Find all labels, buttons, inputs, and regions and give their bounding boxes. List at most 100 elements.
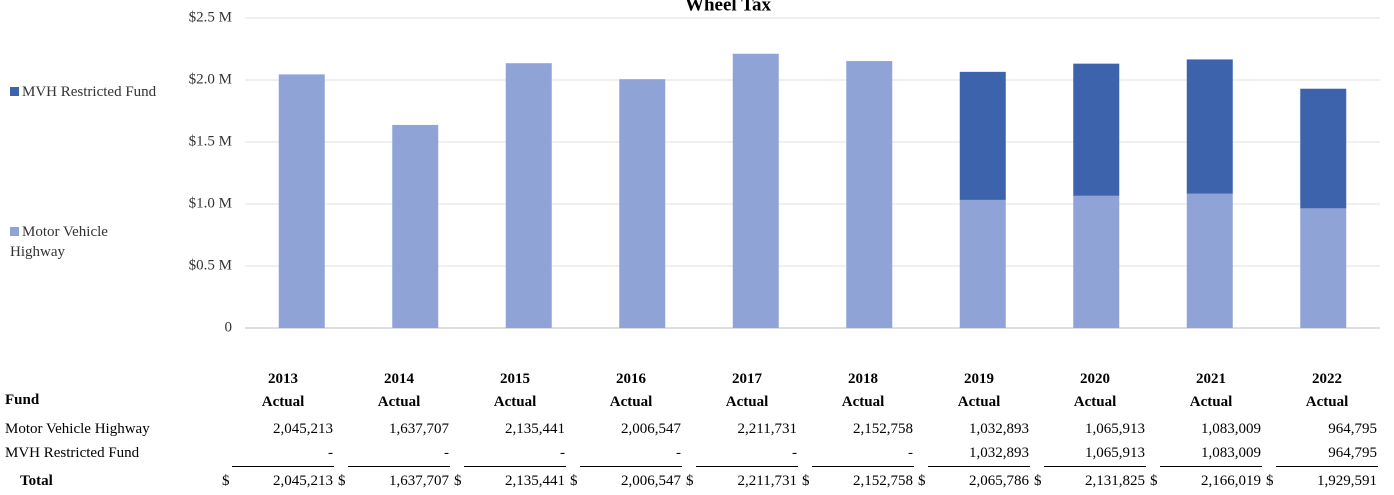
total-cell: 2,006,547 (621, 473, 681, 489)
column-year: 2018 (848, 371, 878, 387)
table-cell: 2,006,547 (621, 421, 681, 437)
column-year: 2014 (384, 371, 414, 387)
chart-title: Wheel Tax (685, 0, 772, 15)
total-cell: 2,135,441 (505, 473, 565, 489)
table-cell: 1,032,893 (969, 421, 1029, 437)
bar-segment (1186, 59, 1233, 194)
y-tick-label: $1.0 M (189, 195, 232, 211)
column-period: Actual (1189, 394, 1233, 410)
table-cell: 2,135,441 (505, 421, 565, 437)
legend-item: Motor Vehicle Highway (10, 222, 160, 262)
y-tick-label: 0 (225, 319, 233, 335)
legend-label: Motor Vehicle Highway (10, 224, 108, 260)
cell-underline (1276, 466, 1378, 467)
bar-segment (1073, 195, 1120, 328)
currency-symbol: $ (1266, 473, 1274, 489)
table-cell: 964,795 (1328, 421, 1377, 437)
table-cell: - (328, 445, 333, 461)
cell-underline (812, 466, 914, 467)
bar-segment (959, 199, 1006, 328)
y-tick-label: $2.5 M (189, 9, 232, 25)
legend-swatch (10, 227, 19, 236)
column-period: Actual (609, 394, 653, 410)
bar-segment (1300, 208, 1347, 328)
currency-symbol: $ (570, 473, 578, 489)
table-cell: 1,083,009 (1201, 445, 1261, 461)
bar-segment (505, 63, 552, 328)
column-year: 2013 (268, 371, 298, 387)
currency-symbol: $ (918, 473, 926, 489)
currency-symbol: $ (1034, 473, 1042, 489)
currency-symbol: $ (222, 473, 230, 489)
table-cell: 1,637,707 (389, 421, 449, 437)
column-year: 2022 (1312, 371, 1342, 387)
bar-segment (1300, 88, 1347, 209)
total-cell: 2,045,213 (273, 473, 333, 489)
column-period: Actual (725, 394, 769, 410)
table-cell: 1,065,913 (1085, 445, 1145, 461)
column-period: Actual (1305, 394, 1349, 410)
total-cell: 1,637,707 (389, 473, 449, 489)
table-cell: 2,211,731 (737, 421, 797, 437)
y-tick-label: $0.5 M (189, 257, 232, 273)
column-period: Actual (841, 394, 885, 410)
table-cell: - (908, 445, 913, 461)
cell-underline (928, 466, 1030, 467)
cell-underline (696, 466, 798, 467)
total-cell: 2,166,019 (1201, 473, 1261, 489)
cell-underline (580, 466, 682, 467)
legend-swatch (10, 87, 19, 96)
bar-segment (959, 71, 1006, 200)
column-period: Actual (377, 394, 421, 410)
cell-underline (232, 466, 334, 467)
table-cell: 1,065,913 (1085, 421, 1145, 437)
total-cell: 2,152,758 (853, 473, 913, 489)
cell-underline (1160, 466, 1262, 467)
cell-underline (1044, 466, 1146, 467)
table-cell: - (676, 445, 681, 461)
total-cell: 2,065,786 (969, 473, 1029, 489)
chart: Wheel Tax 0 $0.5 M $1.0 M $1.5 M $2.0 M $2.5 … (189, 0, 1380, 335)
cell-underline (348, 466, 450, 467)
table-cell: - (560, 445, 565, 461)
column-year: 2015 (500, 371, 530, 387)
table-cell: 1,032,893 (969, 445, 1029, 461)
total-label: Total (20, 473, 53, 489)
currency-symbol: $ (338, 473, 346, 489)
column-year: 2016 (616, 371, 646, 387)
currency-symbol: $ (802, 473, 810, 489)
total-cell: 2,211,731 (737, 473, 797, 489)
column-period: Actual (957, 394, 1001, 410)
column-year: 2017 (732, 371, 762, 387)
bar-segment (732, 53, 779, 328)
row-label: Motor Vehicle Highway (5, 421, 150, 437)
bar-segment (846, 61, 893, 328)
currency-symbol: $ (686, 473, 694, 489)
column-year: 2021 (1196, 371, 1226, 387)
y-tick-label: $1.5 M (189, 133, 232, 149)
column-period: Actual (493, 394, 537, 410)
table-cell: - (792, 445, 797, 461)
table-cell: 1,083,009 (1201, 421, 1261, 437)
table-header: Fund (5, 392, 40, 408)
table-cell: 2,152,758 (853, 421, 913, 437)
cell-underline (464, 466, 566, 467)
row-label: MVH Restricted Fund (5, 445, 140, 461)
column-period: Actual (261, 394, 305, 410)
table-cell: 964,795 (1328, 445, 1377, 461)
bar-segment (1073, 63, 1120, 196)
y-tick-label: $2.0 M (189, 71, 232, 87)
bar-segment (1186, 193, 1233, 328)
currency-symbol: $ (454, 473, 462, 489)
bar-segment (619, 79, 666, 328)
column-year: 2020 (1080, 371, 1110, 387)
bar-segment (392, 124, 439, 328)
total-cell: 1,929,591 (1317, 473, 1377, 489)
total-cell: 2,131,825 (1085, 473, 1145, 489)
currency-symbol: $ (1150, 473, 1158, 489)
legend-item: MVH Restricted Fund (10, 82, 160, 102)
bar-segment (278, 74, 325, 328)
column-period: Actual (1073, 394, 1117, 410)
column-year: 2019 (964, 371, 994, 387)
